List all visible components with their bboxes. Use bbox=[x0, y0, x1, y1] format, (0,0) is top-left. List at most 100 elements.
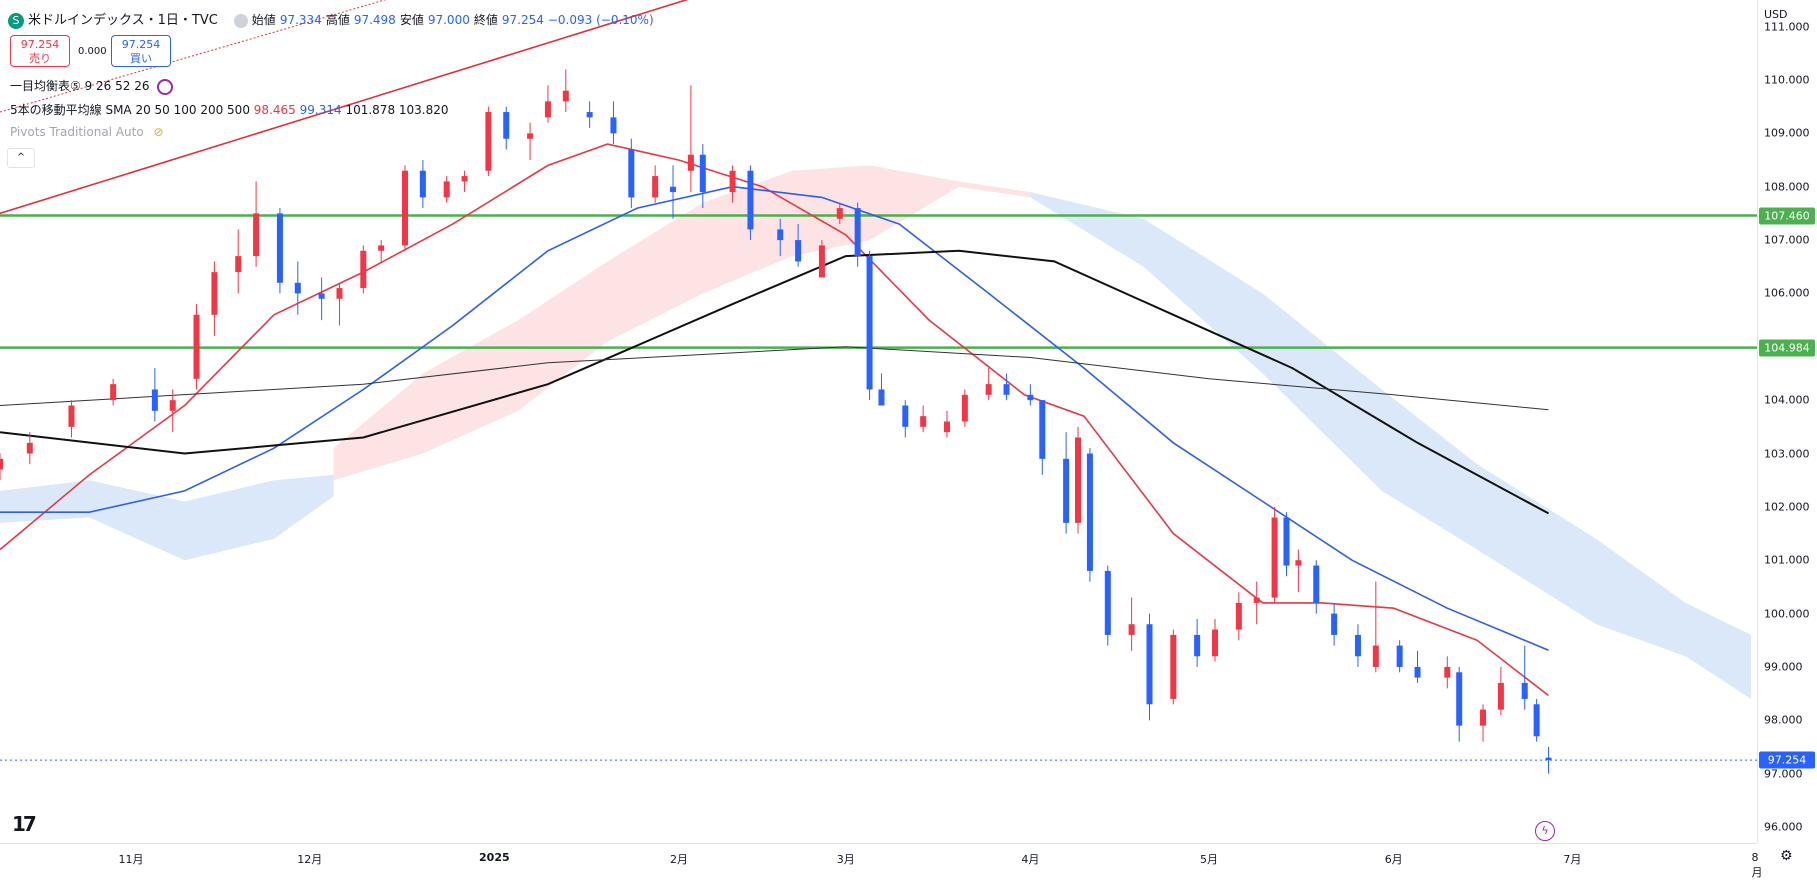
candle-body bbox=[670, 186, 677, 193]
currency-label[interactable]: USD bbox=[1764, 8, 1788, 21]
visibility-icon[interactable] bbox=[233, 13, 248, 28]
candle-body bbox=[699, 154, 706, 193]
sell-price: 97.254 bbox=[20, 38, 60, 51]
time-tick-label: 11月 bbox=[118, 853, 144, 866]
candle-body bbox=[151, 389, 158, 411]
candle-body bbox=[1396, 645, 1403, 667]
price-tick-label: 103.000 bbox=[1764, 447, 1810, 460]
candle-body bbox=[818, 245, 825, 278]
gear-icon[interactable]: ⚙ bbox=[1780, 848, 1793, 864]
low-label: 安値 bbox=[399, 13, 424, 27]
lightning-icon[interactable]: ϟ bbox=[1535, 821, 1555, 841]
price-tick-label: 110.000 bbox=[1764, 73, 1810, 87]
price-tick-label: 108.000 bbox=[1764, 180, 1810, 194]
candle-body bbox=[211, 272, 218, 315]
candle-body bbox=[1086, 453, 1093, 571]
buy-button[interactable]: 97.254 買い bbox=[111, 35, 171, 67]
candle-body bbox=[652, 176, 659, 198]
candle-body bbox=[419, 170, 426, 198]
candle-body bbox=[586, 112, 593, 118]
price-tick-label: 102.000 bbox=[1764, 500, 1810, 514]
sma-value-2: 99.314 bbox=[299, 103, 342, 117]
trendline bbox=[0, 0, 689, 215]
candle-body bbox=[902, 405, 909, 427]
candle-body bbox=[628, 149, 635, 198]
candle-body bbox=[729, 170, 736, 193]
sma-100-line bbox=[0, 249, 1549, 515]
candle-body bbox=[485, 112, 492, 171]
price-axis[interactable]: USD 111.000 110.000 109.000 108.000 107.000 1… bbox=[1757, 0, 1817, 843]
candle-body bbox=[1533, 704, 1540, 737]
candle-body bbox=[527, 133, 534, 139]
collapse-legend-button[interactable]: ^ bbox=[7, 148, 35, 168]
candle-body bbox=[544, 101, 551, 118]
symbol-title[interactable]: 米ドルインデックス・1日・TVC bbox=[28, 13, 218, 28]
pivots-label: Pivots Traditional Auto bbox=[10, 125, 144, 139]
price-tick-label: 98.000 bbox=[1764, 713, 1803, 727]
high-value: 97.498 bbox=[353, 13, 396, 27]
candle-body bbox=[1444, 666, 1451, 678]
candle-body bbox=[253, 213, 260, 257]
price-plot[interactable] bbox=[0, 0, 1757, 843]
sell-label: 売り bbox=[29, 52, 51, 65]
close-label: 終値 bbox=[473, 13, 498, 27]
spread-value: 0.000 bbox=[78, 46, 107, 57]
time-tick-label: 2025 bbox=[479, 851, 510, 864]
candle-body bbox=[1003, 384, 1010, 395]
time-tick-label: 8月 bbox=[1751, 851, 1763, 879]
candle-body bbox=[1128, 624, 1135, 635]
candle-body bbox=[169, 400, 176, 411]
candle-body bbox=[610, 117, 617, 134]
sma-value-3: 101.878 bbox=[345, 103, 396, 117]
candle-body bbox=[1063, 458, 1070, 523]
close-value: 97.254 bbox=[501, 13, 544, 27]
price-tick-label: 104.000 bbox=[1764, 393, 1810, 407]
candle-body bbox=[193, 314, 200, 379]
buy-price: 97.254 bbox=[121, 38, 161, 51]
price-tick-label: 109.000 bbox=[1764, 126, 1810, 140]
pivots-legend[interactable]: Pivots Traditional Auto ⊘ bbox=[10, 125, 164, 139]
reload-icon[interactable] bbox=[157, 78, 174, 95]
candle-body bbox=[235, 256, 242, 273]
ichimoku-cloud-bear-future bbox=[1030, 192, 1752, 699]
price-tick-label: 100.000 bbox=[1764, 607, 1810, 621]
candle-body bbox=[961, 394, 968, 422]
price-tick-label: 101.000 bbox=[1764, 553, 1810, 567]
ichimoku-cloud-bull bbox=[333, 165, 1031, 481]
candle-body bbox=[795, 240, 802, 262]
chart-area[interactable] bbox=[0, 0, 1757, 843]
price-tick-label: 96.000 bbox=[1764, 820, 1803, 834]
ichimoku-label: 一目均衡表⑤ 9 26 52 26 bbox=[10, 79, 150, 93]
candle-body bbox=[1331, 613, 1338, 635]
time-tick-label: 3月 bbox=[836, 853, 855, 866]
candle-body bbox=[68, 405, 75, 427]
candle-body bbox=[1027, 394, 1034, 401]
hidden-eye-icon[interactable]: ⊘ bbox=[153, 125, 164, 139]
trendline-channel bbox=[0, 0, 387, 113]
candle-body bbox=[443, 181, 450, 198]
low-value: 97.000 bbox=[427, 13, 470, 27]
sma-legend[interactable]: 5本の移動平均線 SMA 20 50 100 200 500 98.465 99… bbox=[10, 101, 449, 118]
time-tick-label: 12月 bbox=[297, 853, 323, 866]
sell-button[interactable]: 97.254 売り bbox=[10, 35, 70, 67]
ichimoku-legend[interactable]: 一目均衡表⑤ 9 26 52 26 bbox=[10, 77, 174, 95]
sma-label: 5本の移動平均線 SMA 20 50 100 200 500 bbox=[10, 103, 250, 117]
candle-body bbox=[461, 176, 468, 182]
time-tick-label: 2月 bbox=[669, 853, 688, 866]
time-tick-label: 5月 bbox=[1200, 853, 1219, 866]
time-tick-label: 6月 bbox=[1384, 853, 1403, 866]
candle-body bbox=[276, 213, 283, 283]
candle-body bbox=[1235, 602, 1242, 630]
candle-body bbox=[1253, 597, 1260, 603]
candle-body bbox=[378, 245, 385, 251]
candle-body bbox=[943, 421, 950, 433]
price-tick-label: 99.000 bbox=[1764, 660, 1803, 674]
candle-body bbox=[360, 250, 367, 289]
candle-body bbox=[1521, 682, 1528, 699]
candle-body bbox=[1039, 400, 1046, 459]
price-tick-label: 106.000 bbox=[1764, 286, 1810, 300]
time-axis[interactable]: 11月 12月 2025 2月 3月 4月 5月 6月 7月 8月 bbox=[0, 843, 1763, 879]
time-tick-label: 7月 bbox=[1563, 853, 1582, 866]
tradingview-logo[interactable]: 17 bbox=[12, 812, 37, 836]
candle-body bbox=[318, 293, 325, 299]
